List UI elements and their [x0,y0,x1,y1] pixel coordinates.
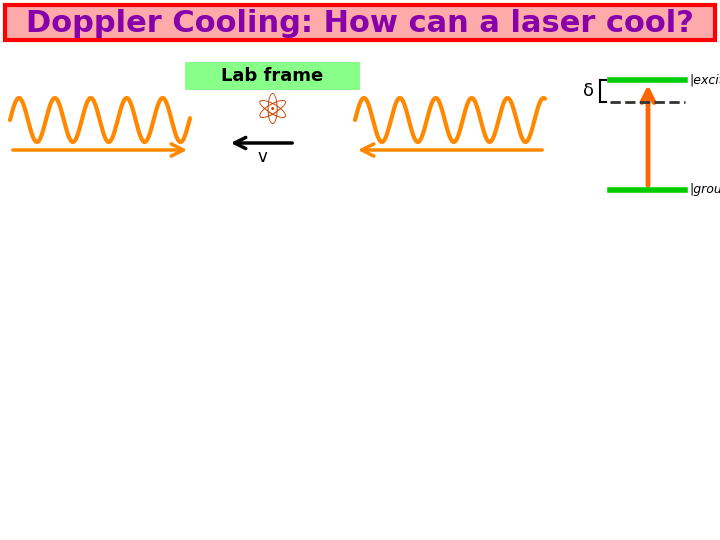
Text: |ground: |ground [689,184,720,197]
Text: δ: δ [582,82,593,100]
Text: ⚛: ⚛ [253,91,291,133]
Text: Lab frame: Lab frame [221,67,323,85]
Text: v: v [257,148,267,166]
Bar [5,5,715,40]
Text: Doppler Cooling: How can a laser cool?: Doppler Cooling: How can a laser cool? [26,9,694,37]
Bar [185,62,360,90]
Text: |excited: |excited [689,73,720,86]
